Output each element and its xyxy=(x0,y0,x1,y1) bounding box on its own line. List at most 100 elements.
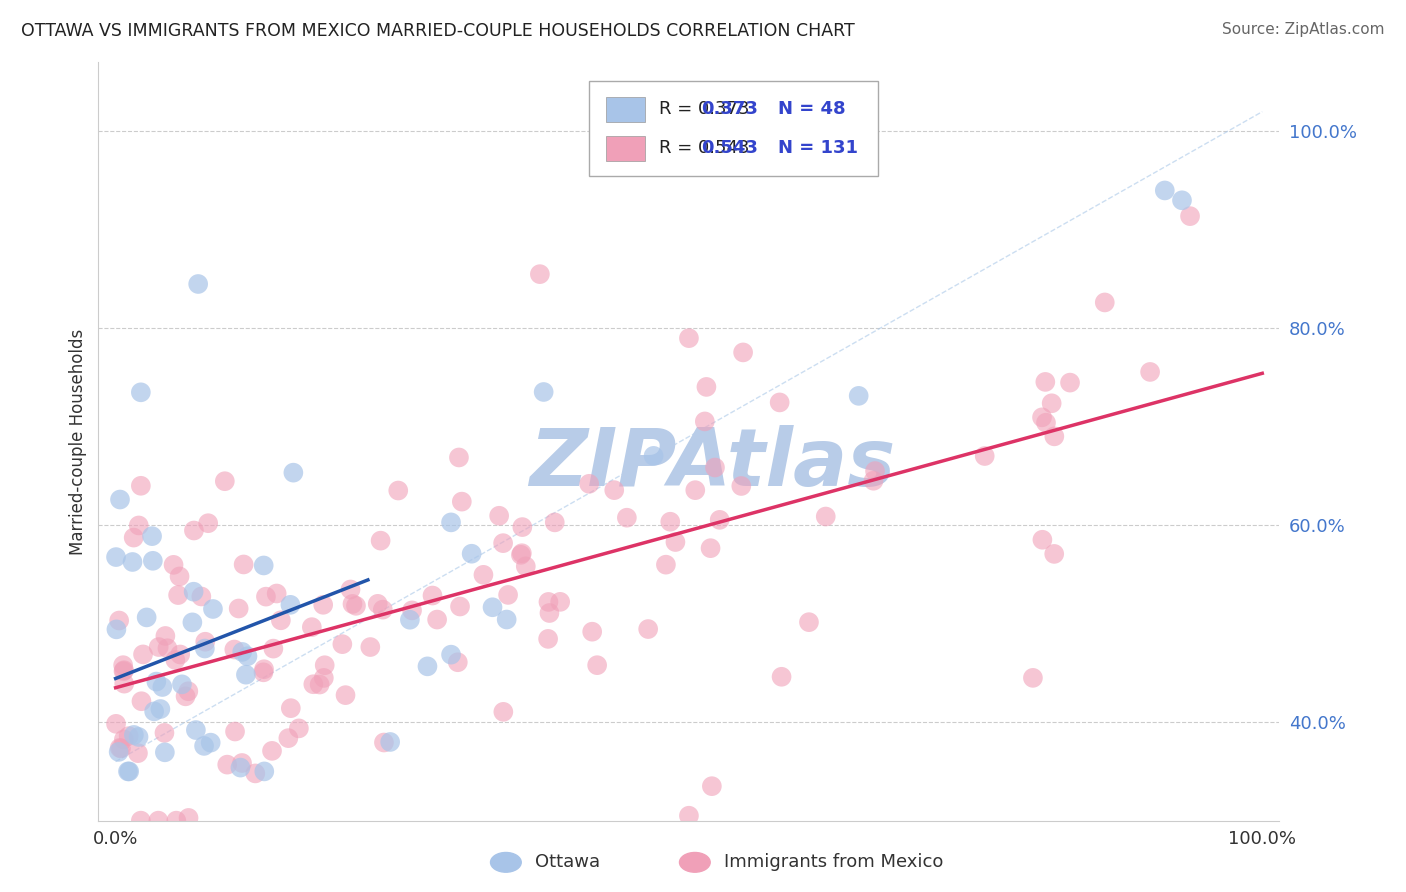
Point xyxy=(270,613,292,627)
Point xyxy=(197,516,219,531)
Point xyxy=(797,615,820,629)
Point xyxy=(1059,376,1081,390)
FancyBboxPatch shape xyxy=(606,136,645,161)
Point xyxy=(359,640,381,654)
Point xyxy=(370,533,392,548)
Point xyxy=(709,513,731,527)
Text: R = 0.373: R = 0.373 xyxy=(659,100,749,118)
Point xyxy=(253,764,276,779)
Point xyxy=(193,739,215,753)
Point xyxy=(312,671,335,685)
Point xyxy=(177,811,200,825)
Point xyxy=(770,670,793,684)
Point xyxy=(141,529,163,543)
Point xyxy=(509,548,531,562)
Point xyxy=(578,476,600,491)
Point xyxy=(117,764,139,779)
Point xyxy=(201,602,224,616)
Point xyxy=(529,267,551,281)
Point xyxy=(973,449,995,463)
Point xyxy=(128,730,150,744)
Point xyxy=(236,649,259,664)
Point xyxy=(105,550,128,565)
Point xyxy=(700,779,723,793)
Point xyxy=(472,567,495,582)
Point xyxy=(422,589,444,603)
Point xyxy=(112,663,135,677)
Point xyxy=(371,602,394,616)
Point xyxy=(447,655,470,669)
Point xyxy=(155,629,177,643)
Point xyxy=(177,684,200,698)
Point xyxy=(496,588,519,602)
Circle shape xyxy=(679,853,710,872)
Point xyxy=(488,508,510,523)
Point xyxy=(693,414,716,428)
Point xyxy=(150,680,173,694)
Point xyxy=(416,659,439,673)
Point xyxy=(678,331,700,345)
Point xyxy=(232,558,254,572)
Point xyxy=(447,450,470,465)
FancyBboxPatch shape xyxy=(589,81,877,177)
Point xyxy=(659,515,682,529)
Text: R = 0.543: R = 0.543 xyxy=(659,139,749,158)
Point xyxy=(145,674,167,689)
Point xyxy=(460,547,482,561)
Point xyxy=(449,599,471,614)
Point xyxy=(387,483,409,498)
Point xyxy=(1035,416,1057,430)
Point xyxy=(581,624,603,639)
Point xyxy=(262,641,284,656)
Point xyxy=(863,464,886,478)
Point xyxy=(148,814,170,828)
Y-axis label: Married-couple Households: Married-couple Households xyxy=(69,328,87,555)
Point xyxy=(122,728,145,742)
Point xyxy=(231,756,253,770)
Point xyxy=(266,586,288,600)
Point xyxy=(637,622,659,636)
Point xyxy=(118,764,141,779)
Point xyxy=(142,554,165,568)
Point xyxy=(492,705,515,719)
Point xyxy=(105,716,128,731)
Point xyxy=(128,518,150,533)
Point xyxy=(224,724,246,739)
Point xyxy=(108,492,131,507)
Point xyxy=(288,722,311,736)
Point xyxy=(1178,209,1201,223)
Point xyxy=(148,640,170,654)
Point xyxy=(169,648,191,662)
Point xyxy=(131,694,153,708)
Point xyxy=(664,535,686,549)
Point xyxy=(586,658,609,673)
Point xyxy=(108,614,131,628)
Point xyxy=(342,597,364,611)
Point xyxy=(548,595,571,609)
Point xyxy=(194,634,217,648)
Point xyxy=(515,559,537,574)
Point xyxy=(127,746,149,760)
Point xyxy=(1171,194,1194,208)
Point xyxy=(1094,295,1116,310)
Point xyxy=(149,702,172,716)
Point xyxy=(814,509,837,524)
Point xyxy=(533,384,555,399)
Point xyxy=(112,676,135,690)
Point xyxy=(200,736,222,750)
Point xyxy=(121,555,143,569)
Point xyxy=(112,665,135,679)
Point xyxy=(1033,375,1056,389)
Point xyxy=(224,642,246,657)
Text: Immigrants from Mexico: Immigrants from Mexico xyxy=(724,854,943,871)
Point xyxy=(260,744,283,758)
Point xyxy=(616,510,638,524)
Text: 0.373: 0.373 xyxy=(700,100,758,118)
Text: Ottawa: Ottawa xyxy=(536,854,600,871)
Point xyxy=(704,460,727,475)
Point xyxy=(194,641,217,656)
Point xyxy=(122,531,145,545)
Point xyxy=(495,613,517,627)
Point xyxy=(132,648,155,662)
Point xyxy=(401,603,423,617)
